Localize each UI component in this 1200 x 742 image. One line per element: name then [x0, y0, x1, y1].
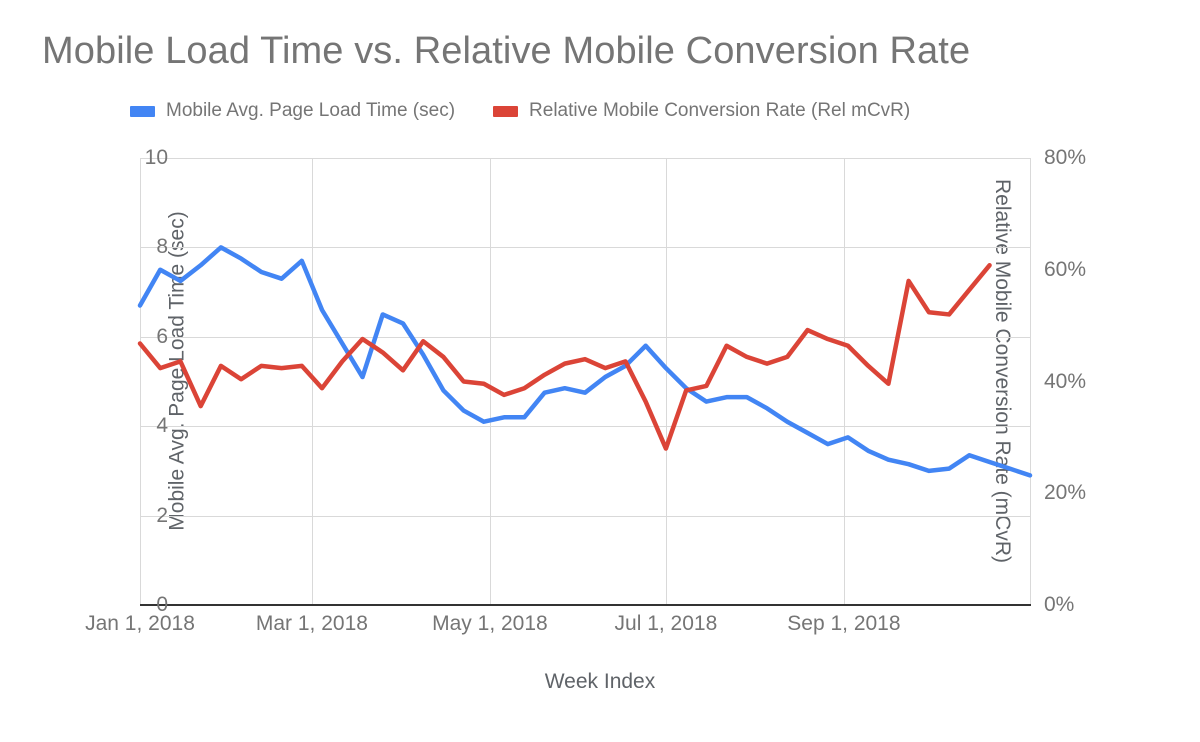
legend-item-load-time[interactable]: Mobile Avg. Page Load Time (sec): [130, 100, 455, 122]
y-axis-right-tick-label: 80%: [1044, 146, 1087, 169]
y-axis-left-tick-label: 8: [156, 235, 168, 259]
gridline-vertical: [665, 158, 667, 605]
y-axis-left-tick-label: 0: [156, 593, 168, 616]
legend-label-load-time: Mobile Avg. Page Load Time (sec): [166, 100, 456, 121]
legend-label-conversion-rate: Relative Mobile Conversion Rate (Rel mCv…: [529, 100, 911, 121]
x-axis-baseline: [140, 604, 1031, 606]
gridline-horizontal: [140, 247, 1030, 249]
series-line-load-time: [137, 245, 1033, 478]
y-axis-left-tick-label: 4: [156, 414, 168, 438]
x-axis-tick-label: Jan 1, 2018: [85, 612, 195, 635]
y-axis-right-tick-label: 0%: [1044, 593, 1075, 616]
x-axis-tick-label: May 1, 2018: [432, 612, 548, 635]
legend-swatch-blue-icon: [130, 105, 155, 117]
x-axis-tick-label: Mar 1, 2018: [255, 612, 368, 635]
plot-right-border: [1030, 158, 1031, 605]
y-axis-right-tick-label: 20%: [1044, 481, 1087, 505]
gridline-vertical: [311, 158, 313, 605]
page-title: Mobile Load Time vs. Relative Mobile Con…: [42, 30, 971, 72]
legend-item-conversion-rate[interactable]: Relative Mobile Conversion Rate (Rel mCv…: [493, 100, 910, 122]
gridline-vertical: [843, 158, 845, 605]
y-axis-left-tick-label: 10: [144, 146, 168, 169]
gridline-horizontal: [140, 515, 1030, 517]
gridline-vertical: [489, 158, 491, 605]
plot-area: [137, 158, 1033, 605]
series-line-conversion-rate: [137, 263, 992, 451]
legend-swatch-red-icon: [493, 105, 519, 117]
series-lines: [137, 245, 1033, 478]
chart-legend: Mobile Avg. Page Load Time (sec) Relativ…: [130, 100, 910, 122]
y-axis-left-tick-label: 2: [156, 503, 168, 527]
y-axis-left-tick-label: 6: [156, 324, 168, 348]
y-axis-right-tick-label: 40%: [1044, 369, 1087, 393]
gridline-horizontal: [140, 426, 1030, 428]
plot-left-border: [140, 158, 141, 605]
gridline-horizontal: [140, 158, 1030, 159]
gridline-horizontal: [140, 336, 1030, 338]
x-axis-tick-label: Sep 1, 2018: [787, 612, 901, 635]
y-axis-right-tick-label: 60%: [1044, 257, 1087, 281]
x-axis-title: Week Index: [544, 670, 656, 693]
x-axis-tick-label: Jul 1, 2018: [614, 612, 718, 635]
